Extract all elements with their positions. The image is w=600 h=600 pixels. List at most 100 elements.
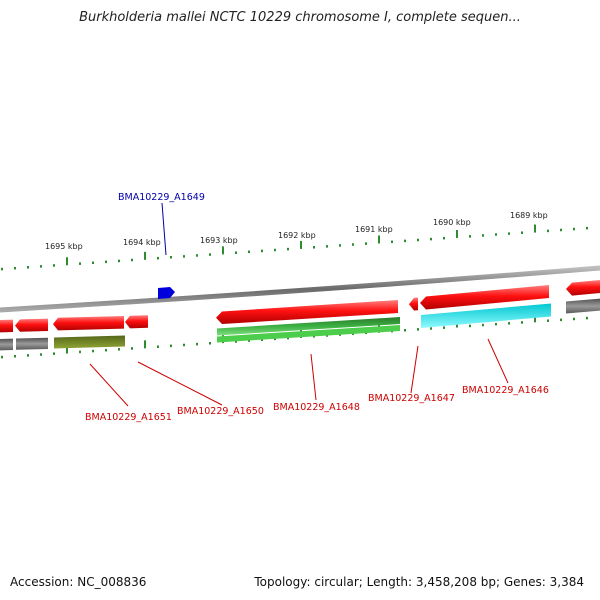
scale-minor-tick [326, 245, 328, 248]
scale-label: 1692 kbp [278, 231, 316, 240]
scale-minor-tick [131, 347, 133, 350]
scale-major-tick [144, 251, 146, 260]
gene-label-A1651: BMA10229_A1651 [85, 412, 172, 423]
scale-minor-tick [261, 338, 263, 342]
scale-minor-tick [40, 353, 42, 356]
scale-minor-tick [27, 354, 29, 357]
scale-minor-tick [79, 262, 81, 265]
scale-minor-tick [53, 264, 55, 267]
scale-minor-tick [1, 267, 3, 271]
scale-minor-tick [495, 233, 497, 236]
scale-minor-tick [339, 244, 341, 247]
scale-minor-tick [469, 324, 471, 328]
scale-minor-tick [248, 250, 250, 254]
gene-red-1[interactable] [0, 319, 13, 333]
gene-red-7[interactable] [420, 285, 549, 310]
gene-label-A1646: BMA10229_A1646 [462, 385, 549, 396]
gene-red-6[interactable] [409, 297, 418, 311]
scale-minor-tick [261, 249, 263, 253]
scale-minor-tick [482, 234, 484, 237]
scale-minor-tick [352, 243, 354, 246]
rna-green-1[interactable] [217, 317, 400, 336]
scale-minor-tick [118, 348, 120, 351]
scale-minor-tick [248, 339, 250, 342]
scale-minor-tick [586, 316, 588, 320]
scale-minor-tick [92, 261, 94, 264]
gene-red-4[interactable] [125, 315, 148, 329]
scale-minor-tick [235, 340, 237, 343]
scale-major-tick [300, 240, 302, 249]
rna-green-2[interactable] [217, 325, 400, 343]
gene-red-8[interactable] [566, 280, 600, 296]
scale-minor-tick [547, 229, 549, 233]
gene-red-3[interactable] [53, 316, 124, 331]
scale-minor-tick [417, 238, 419, 242]
scale-label: 1694 kbp [123, 238, 161, 247]
scale-major-tick [222, 246, 224, 255]
scale-minor-tick [105, 348, 107, 352]
scale-minor-tick [430, 237, 432, 241]
scale-minor-tick [313, 246, 315, 249]
scale-minor-tick [417, 328, 419, 331]
gene-label-A1647: BMA10229_A1647 [368, 393, 455, 404]
scale-minor-tick [196, 342, 198, 346]
scale-minor-tick [27, 266, 29, 269]
scale-minor-tick [274, 248, 276, 252]
scale-minor-tick [495, 322, 497, 326]
topology-summary: Topology: circular; Length: 3,458,208 bp… [254, 575, 584, 589]
label-leader-A1649 [161, 202, 167, 256]
label-leader-A1651 [89, 363, 129, 407]
scale-minor-tick [404, 329, 406, 332]
gene-gray-1[interactable] [0, 338, 13, 351]
scale-minor-tick [469, 235, 471, 238]
scale-minor-tick [547, 319, 549, 322]
scale-minor-tick [573, 227, 575, 231]
gene-red-5[interactable] [216, 300, 398, 324]
scale-minor-tick [443, 236, 445, 240]
scale-major-tick [66, 257, 68, 266]
scale-minor-tick [560, 228, 562, 232]
scale-label: 1691 kbp [355, 225, 393, 234]
label-leader-A1646 [487, 338, 509, 384]
scale-major-tick [534, 224, 536, 233]
scale-minor-tick [404, 239, 406, 243]
scale-minor-tick [14, 266, 16, 270]
scale-minor-tick [157, 256, 159, 260]
scale-major-tick [378, 235, 380, 244]
scale-minor-tick [508, 322, 510, 325]
gene-cyan[interactable] [421, 303, 551, 329]
scale-minor-tick [170, 344, 172, 348]
scale-minor-tick [1, 355, 3, 359]
scale-minor-tick [560, 318, 562, 322]
scale-minor-tick [196, 254, 198, 257]
scale-minor-tick [105, 260, 107, 264]
scale-minor-tick [235, 251, 237, 254]
gene-red-2[interactable] [15, 318, 48, 332]
accession-text: Accession: NC_008836 [10, 575, 147, 589]
gene-label-A1648: BMA10229_A1648 [273, 402, 360, 413]
scale-minor-tick [53, 352, 55, 355]
chromosome-backbone [0, 265, 600, 313]
scale-minor-tick [274, 337, 276, 341]
scale-minor-tick [391, 240, 393, 244]
scale-label: 1690 kbp [433, 218, 471, 227]
scale-minor-tick [209, 253, 211, 256]
gene-olive[interactable] [54, 335, 125, 349]
label-leader-A1650 [137, 361, 223, 406]
scale-label: 1689 kbp [510, 211, 548, 220]
gene-gray-2[interactable] [16, 337, 48, 350]
scale-minor-tick [209, 342, 211, 345]
scale-minor-tick [131, 258, 133, 262]
gene-label-A1649: BMA10229_A1649 [118, 192, 205, 203]
scale-minor-tick [118, 259, 120, 263]
scale-minor-tick [508, 232, 510, 235]
gene-label-A1650: BMA10229_A1650 [177, 406, 264, 417]
scale-minor-tick [287, 336, 289, 340]
map-title: Burkholderia mallei NCTC 10229 chromosom… [79, 10, 521, 25]
gene-gray-3[interactable] [566, 298, 600, 314]
gene-A1649[interactable] [158, 287, 175, 299]
scale-minor-tick [183, 343, 185, 347]
scale-major-tick [144, 340, 146, 349]
scale-minor-tick [430, 327, 432, 330]
